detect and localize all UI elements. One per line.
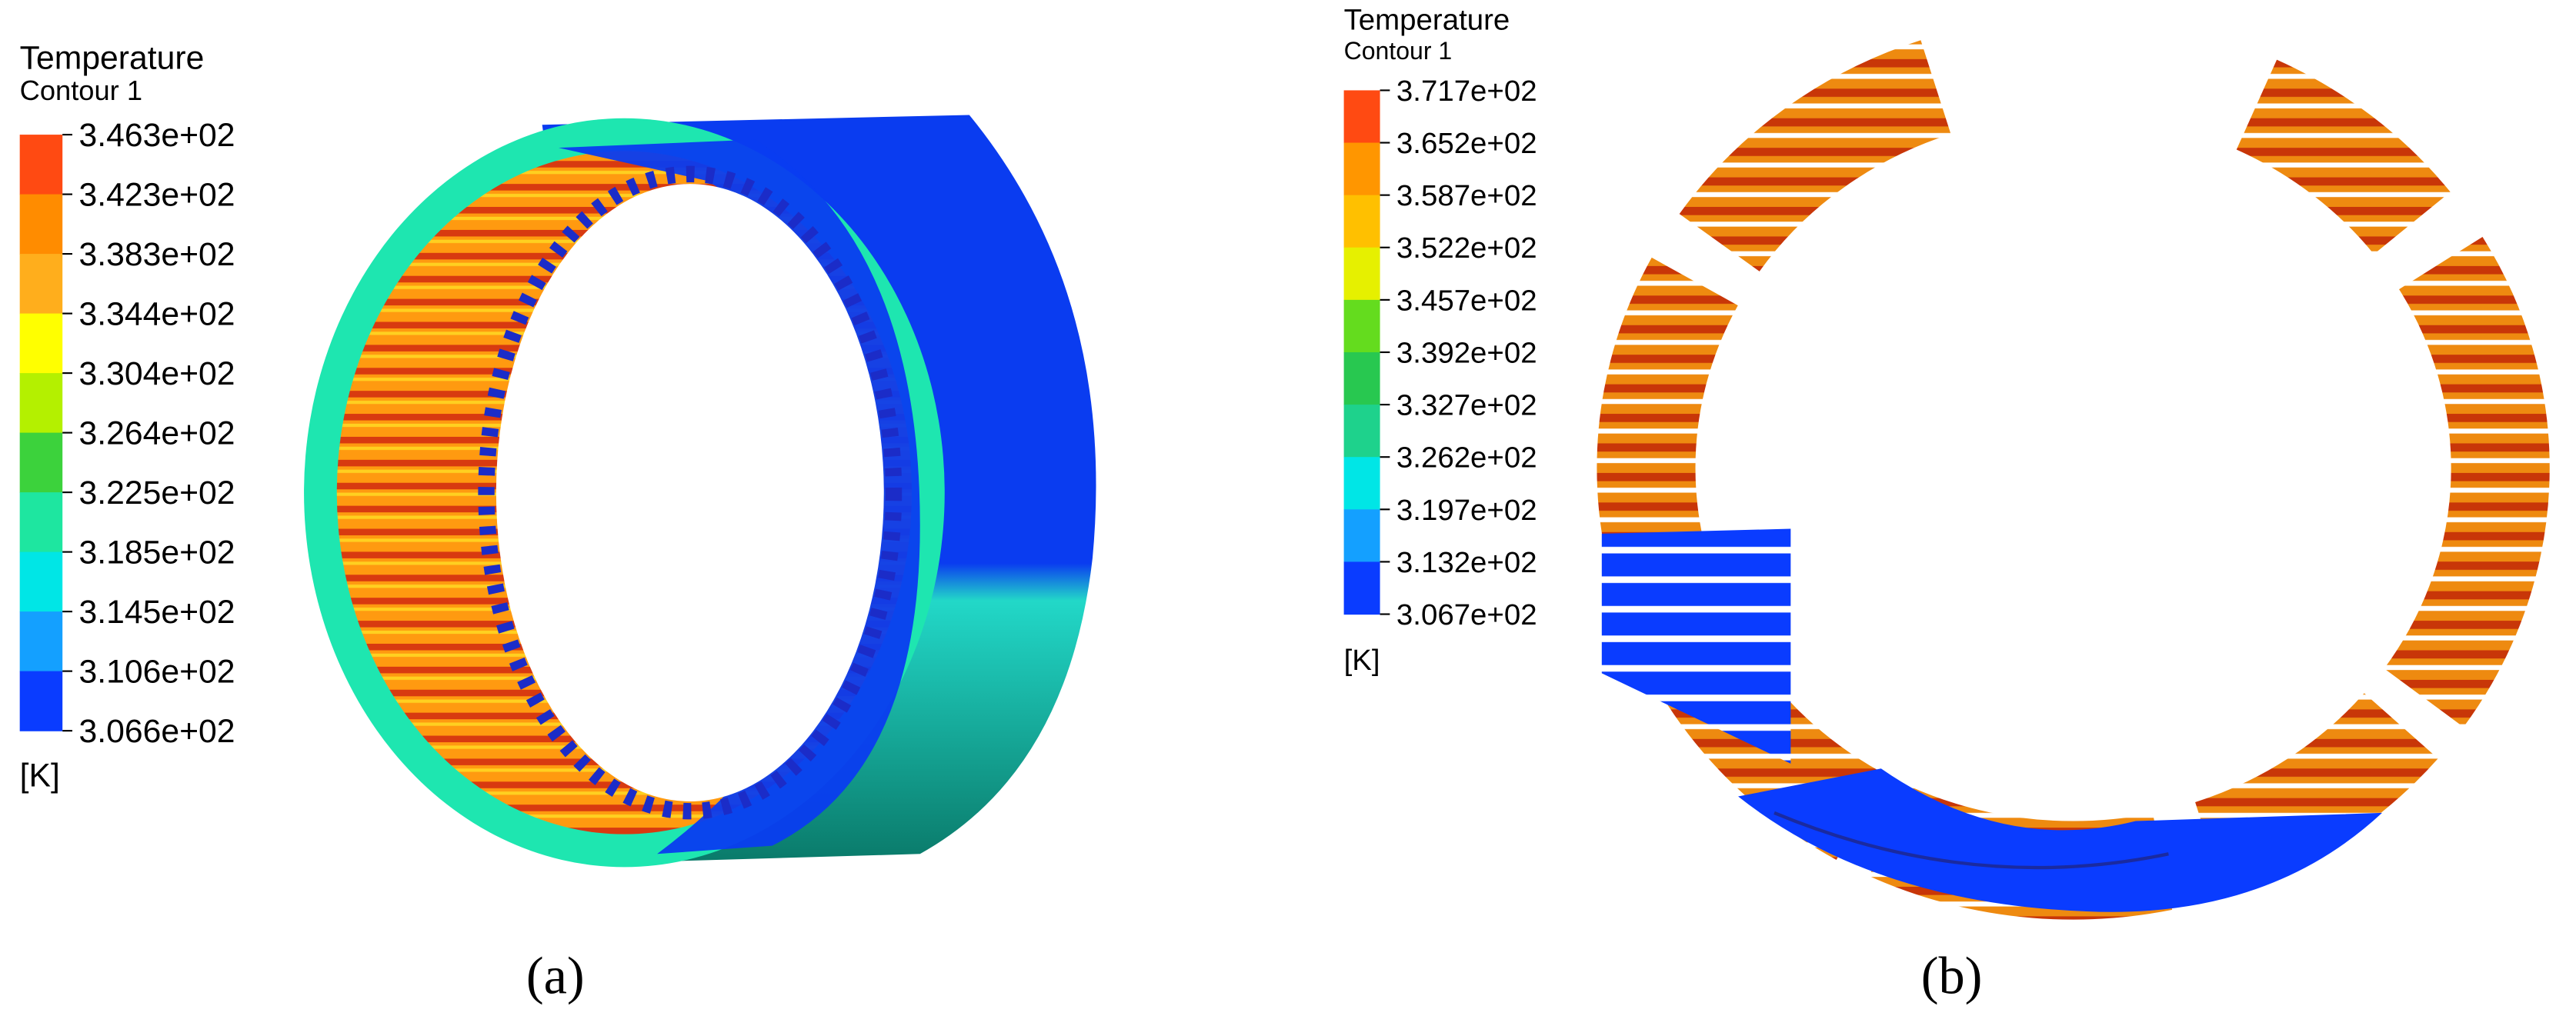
color-band <box>1343 457 1380 510</box>
legend-label: 3.197e+02 <box>1396 494 1537 527</box>
color-band <box>1343 405 1380 458</box>
color-band <box>19 671 63 731</box>
color-band <box>19 492 63 553</box>
legend-title: Temperature <box>20 40 205 77</box>
legend-label: 3.463e+02 <box>79 117 235 154</box>
caption: (a) <box>526 947 585 1005</box>
color-band <box>1343 142 1380 196</box>
legend-subtitle: Contour 1 <box>20 75 142 106</box>
legend-label: 3.652e+02 <box>1396 127 1537 160</box>
color-band <box>19 551 63 612</box>
legend-label: 3.066e+02 <box>79 713 235 750</box>
legend-title: Temperature <box>1344 3 1510 36</box>
legend-unit: [K] <box>1344 644 1380 677</box>
color-band <box>19 254 63 315</box>
color-band <box>1343 195 1380 248</box>
color-band <box>19 432 63 493</box>
legend-label: 3.145e+02 <box>79 594 235 631</box>
winding-model-b <box>1597 16 2550 920</box>
legend-label: 3.132e+02 <box>1396 546 1537 579</box>
legend-label: 3.457e+02 <box>1396 284 1537 317</box>
legend-label: 3.392e+02 <box>1396 336 1537 369</box>
color-band <box>19 313 63 374</box>
legend-label: 3.067e+02 <box>1396 598 1537 631</box>
legend-label: 3.383e+02 <box>79 236 235 273</box>
legend-label: 3.264e+02 <box>79 415 235 452</box>
legend-label: 3.106e+02 <box>79 654 235 691</box>
legend-label: 3.587e+02 <box>1396 179 1537 212</box>
legend-label: 3.304e+02 <box>79 355 235 392</box>
legend-unit: [K] <box>20 758 60 794</box>
legend-label: 3.522e+02 <box>1396 232 1537 265</box>
legend-label: 3.327e+02 <box>1396 389 1537 422</box>
color-band <box>1343 509 1380 563</box>
color-band <box>19 194 63 255</box>
caption: (b) <box>1921 947 1983 1005</box>
color-band <box>1343 299 1380 353</box>
color-band <box>1343 247 1380 301</box>
legend-label: 3.185e+02 <box>79 535 235 571</box>
legend-label: 3.344e+02 <box>79 296 235 333</box>
color-band <box>1343 561 1380 615</box>
legend-label: 3.225e+02 <box>79 475 235 511</box>
color-band <box>1343 90 1380 144</box>
stator-model-a <box>304 115 1096 868</box>
color-band <box>1343 351 1380 405</box>
color-band <box>19 611 63 672</box>
legend-label: 3.262e+02 <box>1396 441 1537 475</box>
legend-subtitle: Contour 1 <box>1344 37 1453 65</box>
color-band <box>19 135 63 195</box>
legend-label: 3.717e+02 <box>1396 75 1537 108</box>
legend-label: 3.423e+02 <box>79 177 235 214</box>
color-band <box>19 373 63 434</box>
